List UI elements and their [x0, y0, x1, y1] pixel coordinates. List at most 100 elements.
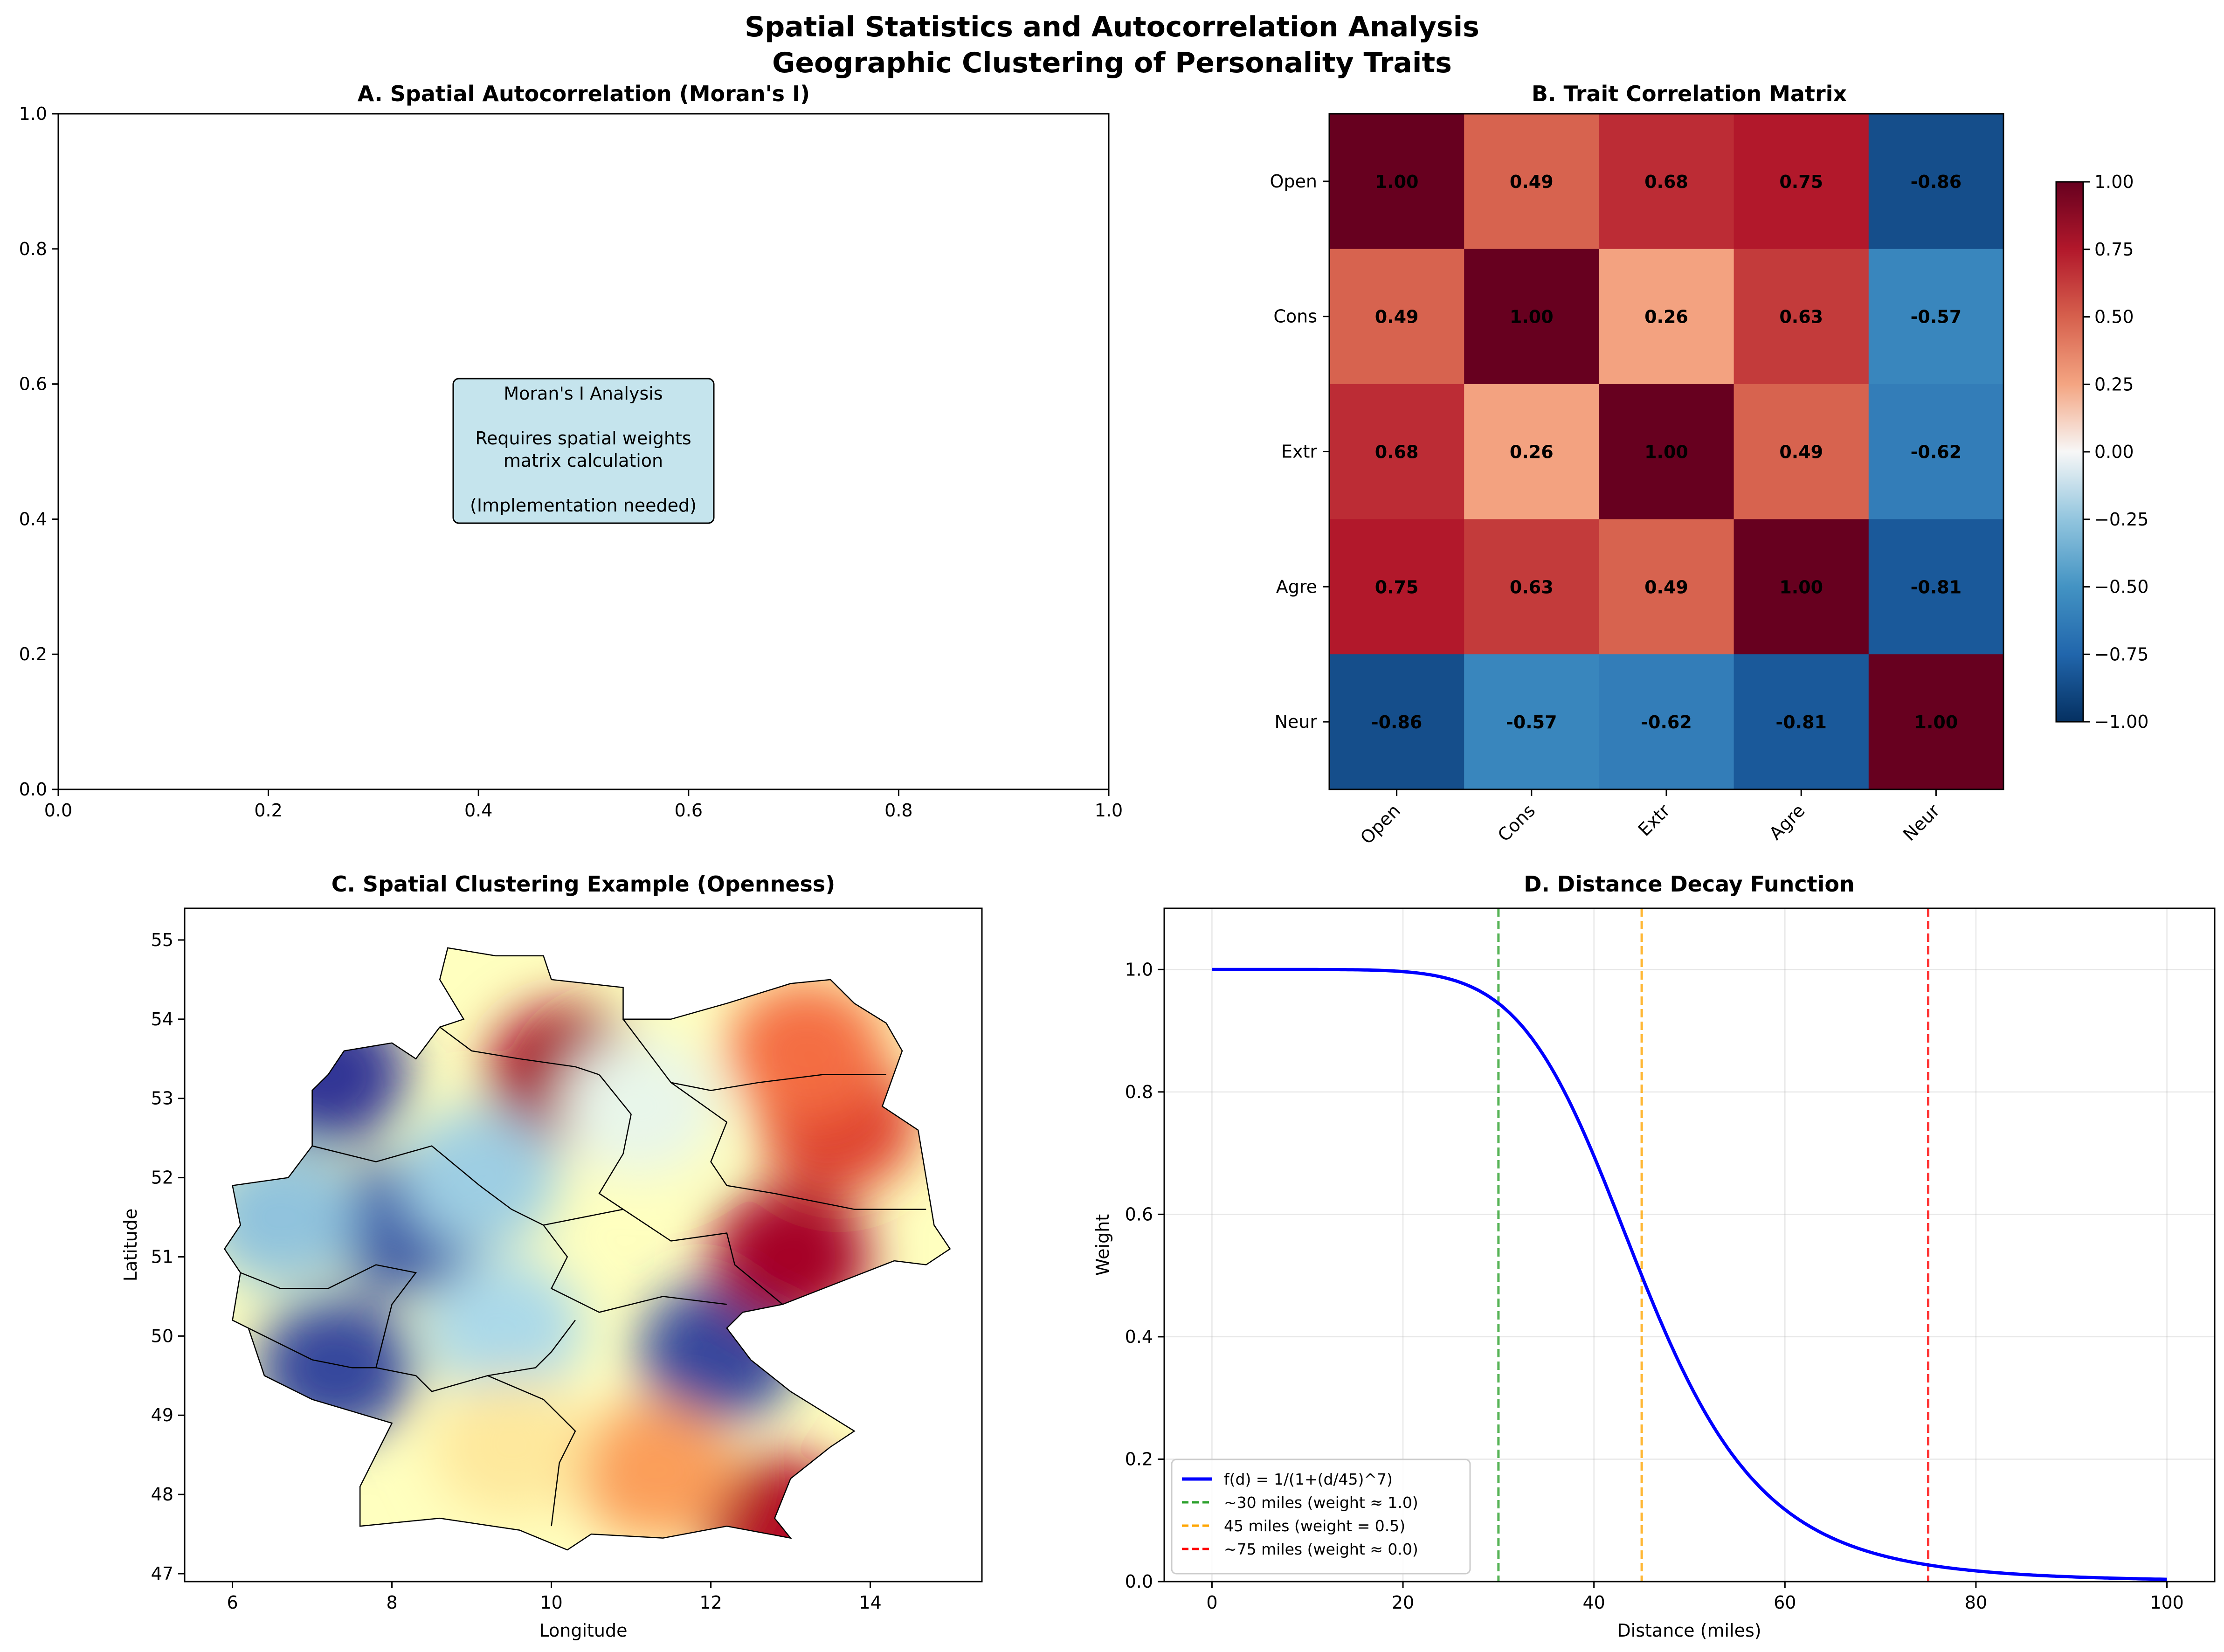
heatmap-cell-value: 1.00	[1914, 712, 1958, 733]
heatmap-cell-value: -0.62	[1911, 442, 1962, 463]
panel-a-ytick-label: 0.0	[19, 779, 47, 800]
heatmap-col-label: Extr	[1634, 800, 1674, 840]
heatmap-cell-value: 0.26	[1510, 442, 1554, 463]
panel-d-xtick-label: 20	[1392, 1592, 1414, 1613]
panel-d-title: D. Distance Decay Function	[1524, 871, 1855, 897]
heatmap-cell-value: 1.00	[1510, 307, 1554, 327]
panel-a-ytick-label: 0.6	[19, 374, 47, 394]
heatmap-cell	[1599, 249, 1734, 385]
heatmap-cell	[1329, 384, 1464, 519]
heatmap-cell	[1868, 519, 2004, 655]
heatmap-cell	[1734, 114, 1869, 249]
colorbar-tick-label: −0.75	[2094, 644, 2148, 664]
heatmap-row-label: Open	[1270, 171, 1318, 192]
panel-c-xtick-label: 6	[227, 1592, 238, 1613]
heatmap-cell	[1329, 114, 1464, 249]
state-border	[487, 1375, 576, 1527]
heatmap-cell	[1734, 384, 1869, 519]
germany-outline	[223, 947, 951, 1551]
heatmap-cell	[1599, 384, 1734, 519]
moran-info-box: Moran's I Analysis Requires spatial weig…	[452, 378, 715, 524]
moran-box-line-4: matrix calculation	[504, 450, 663, 471]
heatmap-cell	[1868, 114, 2004, 249]
legend-label-30: ~30 miles (weight ≈ 1.0)	[1224, 1493, 1418, 1512]
heatmap-cell-value: 0.49	[1375, 307, 1419, 327]
panel-d-ticks: 0 20 40 60 80 100 0.0 0.2 0.4 0.6 0.8 1.0	[1125, 959, 2184, 1613]
colorbar-tick-label: 0.50	[2094, 307, 2134, 327]
panel-b-title: B. Trait Correlation Matrix	[1532, 81, 1847, 106]
heatmap-cell-value: -0.86	[1911, 172, 1962, 192]
heatmap-cell	[1464, 384, 1599, 519]
cluster-blob	[400, 1107, 559, 1248]
panel-c-ytick-label: 48	[151, 1484, 173, 1505]
panel-d-ytick-label: 0.4	[1125, 1327, 1153, 1347]
cluster-blob	[424, 1258, 583, 1398]
legend-label-75: ~75 miles (weight ≈ 0.0)	[1224, 1540, 1418, 1558]
heatmap-cell	[1734, 519, 1869, 655]
heatmap-cell	[1599, 519, 1734, 655]
panel-c-xtick-label: 8	[387, 1592, 398, 1613]
heatmap-cell	[1599, 654, 1734, 790]
panel-c-ytick-label: 51	[151, 1246, 173, 1267]
moran-box-line-3: Requires spatial weights	[475, 428, 691, 449]
heatmap-cell	[1464, 114, 1599, 249]
panel-d: D. Distance Decay Function 0 20 40 60 80 1000…	[1092, 871, 2216, 1641]
heatmap-cell	[1464, 519, 1599, 655]
panel-c-ytick-label: 53	[151, 1088, 173, 1109]
colorbar-tick-label: −1.00	[2094, 712, 2148, 732]
panel-a-ytick-label: 0.8	[19, 239, 47, 259]
heatmap-cells	[1329, 114, 2004, 790]
panel-d-frame	[1163, 907, 2216, 1583]
panel-a-xtick-label: 0.0	[44, 800, 72, 821]
colorbar-tick-label: −0.50	[2094, 577, 2148, 597]
state-border	[248, 1327, 376, 1369]
panel-c-ticks: 6 8 10 12 14 47 48 49 50 51 52 53 54 55	[151, 930, 882, 1613]
panel-d-xtick-label: 60	[1774, 1592, 1796, 1613]
heatmap-labels: 1.00 0.49 0.68 0.75 -0.86 0.49 1.00 0.26 0.63 -0.…	[1270, 171, 1962, 848]
state-border	[670, 1082, 926, 1210]
heatmap-cell-value: 0.68	[1644, 172, 1688, 192]
panel-c-ytick-label: 49	[151, 1405, 173, 1425]
heatmap-cell	[1868, 249, 2004, 385]
panel-a: A. Spatial Autocorrelation (Moran's I) 0…	[19, 81, 1123, 821]
heatmap-cell-value: 0.26	[1644, 307, 1688, 327]
colorbar-tick-label: 0.25	[2094, 374, 2134, 394]
panel-d-xlabel: Distance (miles)	[1617, 1620, 1761, 1641]
heatmap-cell-value: -0.81	[1775, 712, 1827, 733]
panel-d-ytick-label: 0.6	[1125, 1204, 1153, 1224]
state-borders	[240, 1019, 926, 1527]
heatmap-cell-value: -0.81	[1911, 577, 1962, 597]
panel-c-ytick-label: 55	[151, 930, 173, 950]
heatmap-row-label: Neur	[1274, 712, 1317, 732]
heatmap-cell	[1868, 384, 2004, 519]
heatmap-col-label: Agre	[1765, 800, 1809, 844]
heatmap-cell-value: 0.63	[1779, 307, 1823, 327]
cluster-blob	[727, 981, 886, 1121]
panel-c-title: C. Spatial Clustering Example (Openness)	[332, 871, 836, 897]
heatmap-cell	[1734, 654, 1869, 790]
colorbar-tick-label: 0.75	[2094, 239, 2134, 260]
panel-c-ytick-label: 52	[151, 1168, 173, 1188]
panel-a-xtick-label: 1.0	[1095, 800, 1123, 821]
cluster-blob	[559, 1036, 718, 1176]
heatmap-col-label: Open	[1356, 800, 1404, 848]
heatmap-cell-value: 0.49	[1644, 577, 1688, 597]
heatmap-cell	[1329, 519, 1464, 655]
heatmap-cell	[1599, 114, 1734, 249]
panel-a-xtick-label: 0.8	[884, 800, 912, 821]
panel-d-ytick-label: 0.8	[1125, 1082, 1153, 1102]
suptitle-line-1: Spatial Statistics and Autocorrelation A…	[745, 11, 1479, 43]
panel-c-ylabel: Latitude	[120, 1209, 141, 1281]
colorbar-tick-label: −0.25	[2094, 509, 2148, 530]
moran-box-line-6: (Implementation needed)	[470, 495, 697, 516]
panel-d-xtick-label: 0	[1206, 1592, 1217, 1613]
panel-a-title: A. Spatial Autocorrelation (Moran's I)	[358, 81, 810, 106]
heatmap-col-label: Cons	[1494, 800, 1539, 845]
heatmap-cell-value: -0.57	[1911, 307, 1962, 327]
panel-c-xtick-label: 10	[540, 1592, 562, 1613]
panel-c-xlabel: Longitude	[539, 1620, 628, 1641]
heatmap-cell-value: -0.57	[1506, 712, 1557, 733]
heatmap-cell-value: -0.62	[1641, 712, 1692, 733]
state-border	[622, 1019, 886, 1091]
